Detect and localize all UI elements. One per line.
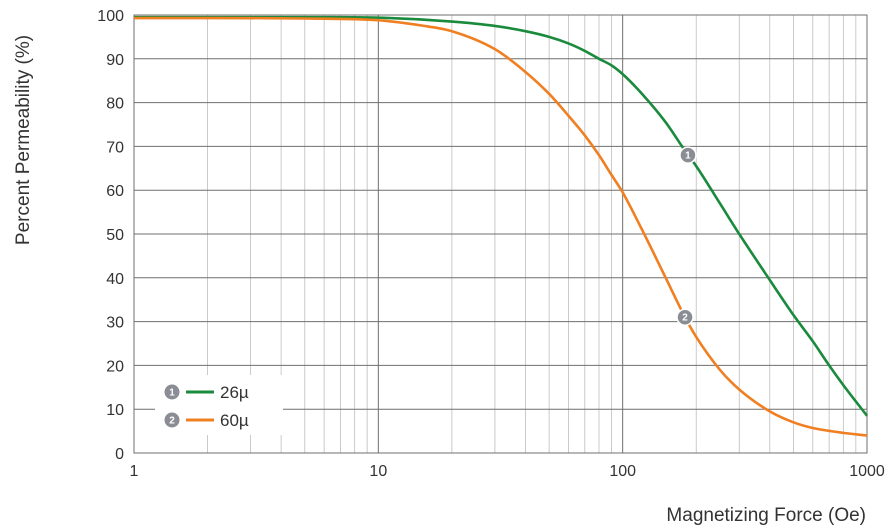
y-tick-label: 10 [106, 402, 124, 419]
legend-label: 26µ [220, 383, 249, 402]
y-tick-label: 100 [97, 8, 124, 25]
series-line-1 [134, 15, 869, 417]
y-tick-label: 20 [106, 358, 124, 375]
y-tick-label: 30 [106, 315, 124, 332]
legend-label: 60µ [220, 411, 249, 430]
marker-circle [676, 308, 694, 326]
legend-marker-circle [164, 412, 180, 428]
legend-item-1: 1 26µ [164, 383, 249, 402]
y-tick-label: 50 [106, 227, 124, 244]
marker-number: 2 [682, 313, 688, 324]
legend-marker-circle [164, 384, 180, 400]
y-tick-label: 40 [106, 271, 124, 288]
x-tick-label: 10 [369, 463, 387, 480]
x-tick-label: 1000 [849, 463, 885, 480]
y-tick-label: 60 [106, 183, 124, 200]
legend-item-2: 2 60µ [164, 411, 249, 430]
x-tick-label: 1 [130, 463, 139, 480]
curve-marker-1: 1 [679, 146, 697, 164]
x-axis-label: Magnetizing Force (Oe) [666, 505, 866, 526]
y-tick-label: 0 [115, 446, 124, 463]
y-tick-label: 70 [106, 139, 124, 156]
series-markers: 12 [676, 146, 697, 326]
series-lines [133, 15, 869, 437]
plot-frame [133, 14, 868, 454]
y-tick-label: 80 [106, 96, 124, 113]
y-axis-label: Percent Permeability (%) [13, 35, 34, 245]
legend-marker-number: 2 [169, 416, 175, 427]
series-line-2 [133, 16, 868, 437]
curve-marker-2: 2 [676, 308, 694, 326]
marker-number: 1 [685, 151, 691, 162]
marker-circle [679, 146, 697, 164]
grid [134, 15, 867, 453]
x-tick-label: 100 [609, 463, 636, 480]
legend: 1 26µ 2 60µ [155, 375, 283, 435]
y-tick-label: 90 [106, 52, 124, 69]
legend-marker-number: 1 [169, 388, 175, 399]
